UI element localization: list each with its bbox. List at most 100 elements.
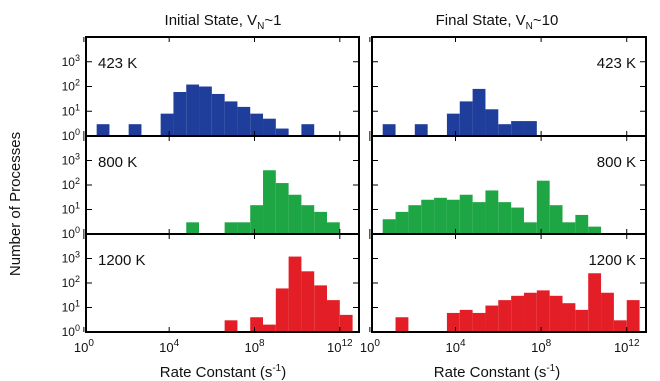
y-tick-label: 102 bbox=[62, 78, 80, 94]
histogram-bar bbox=[314, 211, 328, 234]
histogram-bar bbox=[339, 314, 353, 332]
y-tick-label: 103 bbox=[62, 53, 80, 69]
histogram-bar bbox=[408, 205, 422, 234]
x-tick-label: 100 bbox=[74, 338, 94, 355]
histogram-bar bbox=[395, 317, 409, 332]
histogram-bar bbox=[224, 222, 238, 234]
x-axis-label-final: Rate Constant (s-1) bbox=[434, 363, 560, 381]
histogram-bar bbox=[562, 222, 576, 234]
histogram-bar bbox=[263, 170, 276, 234]
histogram-bar bbox=[575, 309, 589, 332]
histogram-bar bbox=[288, 256, 302, 332]
histogram-bar bbox=[301, 124, 315, 136]
y-tick-label: 103 bbox=[62, 250, 80, 266]
y-tick-label: 101 bbox=[62, 102, 80, 118]
x-tick-label: 104 bbox=[159, 338, 179, 355]
histogram-bar bbox=[472, 202, 486, 234]
histogram-bar bbox=[446, 199, 460, 234]
panel-1200k-final: 1200 K bbox=[369, 233, 647, 333]
histogram-bar bbox=[549, 295, 563, 332]
histogram-bar bbox=[536, 290, 550, 332]
histogram-bar bbox=[485, 190, 499, 234]
panel-423k-initial: 100 101 102 103 423 K bbox=[62, 36, 360, 143]
histogram-bar bbox=[498, 202, 512, 234]
histogram-bar bbox=[173, 91, 187, 136]
histogram-bar bbox=[498, 124, 512, 136]
histogram-bar bbox=[301, 271, 315, 332]
histogram-bar bbox=[523, 121, 537, 136]
y-tick-label: 100 bbox=[62, 225, 80, 241]
histogram-bar bbox=[421, 199, 435, 234]
histogram-bar bbox=[382, 124, 396, 136]
histogram-bar bbox=[523, 222, 537, 234]
histogram-bar bbox=[498, 300, 512, 332]
histogram-bar bbox=[288, 194, 302, 234]
histogram-bar bbox=[434, 197, 447, 234]
histogram-bar bbox=[446, 113, 460, 136]
histogram-bar bbox=[511, 121, 524, 136]
histogram-bar bbox=[562, 303, 576, 332]
histogram-bar bbox=[263, 118, 276, 136]
histogram-bar bbox=[613, 320, 627, 332]
histogram-bar bbox=[511, 207, 524, 234]
histogram-bar bbox=[199, 86, 212, 136]
temperature-label: 1200 K bbox=[588, 252, 636, 269]
histogram-bar bbox=[128, 124, 142, 136]
x-tick-label: 108 bbox=[531, 338, 551, 355]
histogram-bar bbox=[250, 317, 264, 332]
plot-layer: 100 101 102 103 423 K 423 K 100 101 102 103 800 K 8… bbox=[62, 36, 647, 355]
temperature-label: 800 K bbox=[597, 154, 636, 171]
histogram-bar bbox=[186, 222, 200, 234]
temperature-label: 800 K bbox=[98, 154, 137, 171]
panel-423k-final: 423 K bbox=[369, 36, 647, 137]
histogram-bar bbox=[459, 194, 473, 234]
temperature-label: 423 K bbox=[98, 55, 137, 72]
histogram-bar bbox=[459, 101, 473, 136]
histogram-bar bbox=[549, 205, 563, 234]
histogram-bar bbox=[301, 205, 315, 234]
histogram-bar bbox=[237, 106, 251, 136]
histogram-bar bbox=[588, 226, 602, 234]
y-tick-label: 103 bbox=[62, 152, 80, 168]
histogram-bar bbox=[314, 285, 328, 332]
histogram-bar bbox=[275, 288, 289, 332]
histogram-bar bbox=[601, 292, 614, 332]
histogram-bar bbox=[237, 222, 251, 234]
histogram-bar bbox=[395, 211, 409, 234]
histogram-bar bbox=[160, 113, 174, 136]
y-tick-label: 100 bbox=[62, 127, 80, 143]
temperature-label: 423 K bbox=[597, 55, 636, 72]
histogram-bar bbox=[472, 88, 486, 136]
histogram-bar bbox=[275, 183, 289, 234]
histogram-bar bbox=[459, 309, 473, 332]
histogram-bar bbox=[511, 295, 524, 332]
histogram-bar bbox=[485, 305, 499, 332]
histogram-bar bbox=[414, 124, 428, 136]
y-tick-label: 101 bbox=[62, 201, 80, 217]
histogram-bar bbox=[626, 300, 640, 332]
histogram-bar bbox=[275, 128, 289, 136]
histogram-bar bbox=[250, 205, 264, 234]
panel-frame bbox=[371, 36, 647, 137]
histogram-bar bbox=[211, 93, 225, 136]
column-title-initial: Initial State, VN~1 bbox=[165, 12, 282, 32]
x-tick-label: 1012 bbox=[614, 338, 640, 355]
histogram-bar bbox=[224, 320, 238, 332]
histogram-bar bbox=[382, 219, 396, 234]
x-tick-label: 100 bbox=[360, 338, 380, 355]
histogram-bar bbox=[263, 324, 276, 332]
histogram-bar bbox=[485, 109, 499, 136]
panel-1200k-initial: 100 101 102 103 1200 K bbox=[62, 233, 360, 339]
histogram-bar bbox=[96, 124, 110, 136]
panel-frame bbox=[85, 233, 360, 333]
x-tick-label: 104 bbox=[445, 338, 465, 355]
panel-frame bbox=[371, 233, 647, 333]
y-tick-label: 100 bbox=[62, 323, 80, 339]
panel-800k-initial: 100 101 102 103 800 K bbox=[62, 135, 360, 241]
y-axis-label: Number of Processes bbox=[7, 132, 24, 276]
histogram-bar bbox=[588, 273, 602, 332]
x-tick-label: 1012 bbox=[327, 338, 353, 355]
histogram-bar bbox=[224, 101, 238, 136]
histogram-bar bbox=[523, 292, 537, 332]
